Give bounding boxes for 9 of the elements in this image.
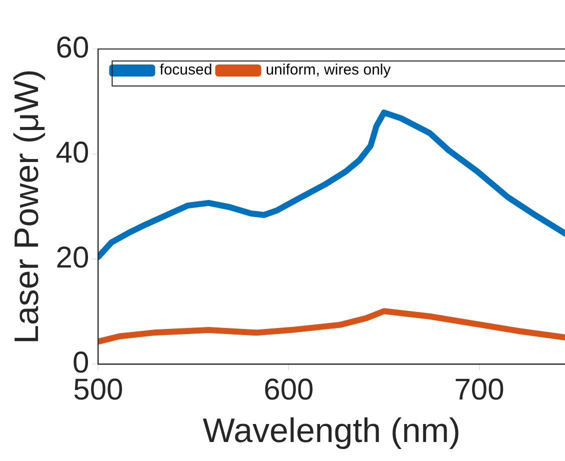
x-tick-label: 700 [454, 373, 504, 406]
y-tick-label: 60 [56, 31, 90, 64]
legend-label: uniform, wires only [266, 62, 392, 79]
legend-label: focused [160, 62, 212, 79]
x-tick-label: 600 [264, 373, 314, 406]
x-axis-title: Wavelength (nm) [202, 412, 460, 450]
y-tick-label: 40 [56, 136, 90, 170]
y-tick-label: 20 [56, 241, 90, 274]
y-axis-title: Laser Power (μW) [8, 69, 46, 344]
